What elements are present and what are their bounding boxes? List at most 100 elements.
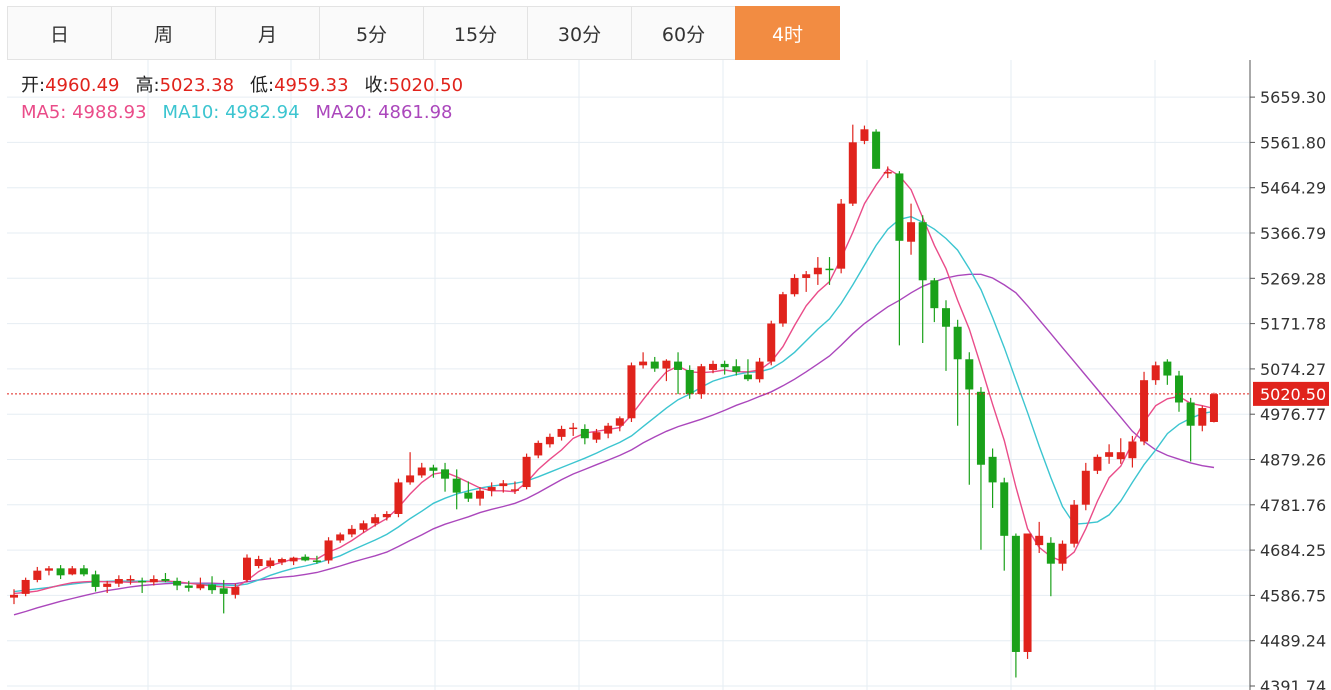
candle-body — [464, 492, 473, 499]
candle-body — [56, 568, 65, 576]
candle-up — [126, 575, 135, 585]
candle-body — [580, 428, 589, 439]
candle-body — [1209, 394, 1218, 422]
candle-up — [778, 291, 787, 327]
candle-up — [883, 166, 892, 179]
candle-body — [1186, 402, 1195, 426]
candle-body — [1151, 365, 1160, 381]
candle-down — [743, 359, 752, 382]
tab-week[interactable]: 周 — [111, 6, 216, 60]
candle-body — [860, 129, 869, 141]
candle-body — [627, 365, 636, 419]
ma20-line — [13, 273, 1215, 616]
open-value: 4960.49 — [45, 75, 120, 96]
candle-body — [557, 428, 566, 437]
candle-body — [1081, 470, 1090, 505]
candle-up — [382, 511, 391, 521]
tab-60min[interactable]: 60分 — [631, 6, 736, 60]
tab-30min[interactable]: 30分 — [527, 6, 632, 60]
candle-body — [639, 361, 648, 366]
candle-body — [371, 517, 380, 524]
candle-body — [1198, 408, 1207, 426]
candle-body — [394, 482, 403, 514]
candle-body — [347, 528, 356, 535]
candle-body — [534, 442, 543, 456]
candle-body — [883, 172, 892, 174]
candle-down — [942, 300, 950, 371]
y-tick-label: 5171.78 — [1260, 315, 1326, 334]
candle-up — [1023, 533, 1032, 659]
tab-5min[interactable]: 5分 — [319, 6, 424, 60]
candle-up — [1128, 435, 1137, 468]
current-price-label: 5020.50 — [1260, 385, 1326, 404]
candle-up — [709, 360, 717, 374]
tab-15min[interactable]: 15分 — [423, 6, 528, 60]
ohlc-info-panel: 开:4960.49 高:5023.38 低:4959.33 收:5020.50 … — [21, 72, 479, 126]
candle-down — [720, 360, 729, 375]
candle-up — [767, 320, 776, 366]
candle-body — [68, 568, 77, 575]
open-label: 开: — [21, 75, 46, 96]
candle-body — [650, 361, 659, 369]
candle-down — [56, 565, 65, 580]
candle-body — [778, 294, 787, 324]
candle-up — [336, 532, 345, 543]
candle-down — [1046, 537, 1055, 597]
low-item: 低:4959.33 — [250, 72, 349, 99]
y-tick-label: 5269.28 — [1260, 269, 1326, 288]
candle-down — [301, 554, 310, 562]
candle-up — [790, 274, 799, 297]
ma-row: MA5: 4988.93 MA10: 4982.94 MA20: 4861.98 — [21, 99, 479, 126]
candle-body — [441, 469, 450, 479]
candle-down — [1163, 359, 1172, 385]
candle-body — [895, 173, 904, 241]
candle-body — [21, 579, 30, 594]
candle-up — [21, 577, 30, 597]
candle-down — [173, 577, 182, 591]
tab-4hour[interactable]: 4时 — [735, 6, 840, 60]
candle-body — [1070, 504, 1079, 544]
high-item: 高:5023.38 — [136, 72, 235, 99]
candle-up — [371, 513, 380, 527]
ma10-value: 4982.94 — [225, 102, 300, 123]
candle-up — [813, 257, 822, 285]
candle-body — [1128, 441, 1137, 459]
candle-up — [755, 357, 764, 383]
candle-down — [976, 387, 985, 550]
candle-body — [499, 483, 508, 487]
candle-down — [161, 572, 170, 583]
candle-up — [406, 452, 415, 485]
candle-down — [1011, 533, 1020, 678]
high-value: 5023.38 — [159, 75, 235, 96]
candle-body — [487, 487, 496, 491]
candle-body — [324, 540, 333, 561]
candle-up — [487, 482, 496, 497]
candle-up — [627, 362, 636, 422]
candle-body — [674, 361, 683, 370]
candle-up — [44, 566, 53, 576]
ma20-value: 4861.98 — [378, 102, 453, 123]
tab-month[interactable]: 月 — [215, 6, 320, 60]
y-tick-label: 4976.77 — [1260, 405, 1326, 424]
candle-down — [674, 352, 683, 395]
candle-down — [429, 464, 438, 478]
candle-up — [68, 566, 77, 576]
candle-up — [860, 125, 869, 145]
ma20-item: MA20: 4861.98 — [316, 99, 453, 126]
candle-up — [1105, 444, 1114, 464]
candle-down — [685, 365, 694, 399]
candle-body — [872, 131, 881, 169]
tab-day[interactable]: 日 — [7, 6, 112, 60]
candle-body — [837, 203, 846, 269]
candle-up — [114, 575, 123, 587]
candle-up — [324, 537, 333, 564]
candle-body — [604, 425, 613, 434]
ma5-line — [13, 167, 1215, 595]
candle-body — [709, 363, 717, 370]
candle-body — [755, 361, 764, 380]
candle-down — [872, 129, 881, 169]
candle-down — [312, 555, 321, 564]
candle-body — [219, 588, 228, 594]
candle-up — [557, 425, 566, 441]
